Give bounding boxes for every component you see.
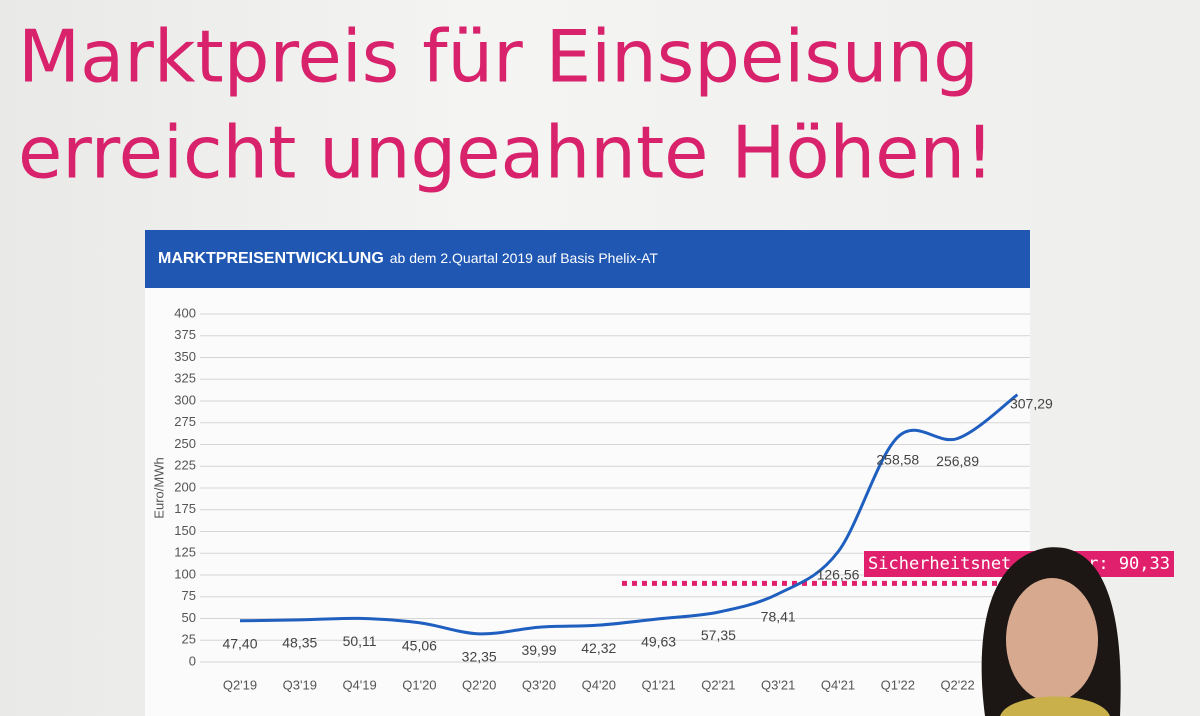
y-tick-label: 100	[174, 566, 196, 581]
data-label: 48,35	[282, 635, 317, 651]
title-line: erreicht ungeahnte Höhen!	[18, 111, 994, 195]
data-label: 39,99	[521, 642, 556, 658]
x-tick-label: Q3'20	[522, 677, 556, 692]
y-tick-label: 250	[174, 436, 196, 451]
y-tick-label: 325	[174, 371, 196, 386]
data-label: 126,56	[817, 567, 860, 583]
y-tick-label: 50	[182, 610, 196, 625]
y-tick-label: 275	[174, 414, 196, 429]
y-tick-label: 375	[174, 327, 196, 342]
plot: 0 25 50 75 100 125 150 175 200 225 250 275 300 325 350…	[174, 305, 1053, 692]
y-tick-label: 25	[182, 632, 196, 647]
y-tick-label: 400	[174, 305, 196, 320]
chart-header	[145, 230, 1030, 288]
data-label: 47,40	[222, 635, 257, 651]
y-tick-label: 200	[174, 479, 196, 494]
presenter-face	[1006, 578, 1098, 702]
y-tick-label: 175	[174, 501, 196, 516]
x-tick-label: Q1'20	[402, 677, 436, 692]
x-tick-label: Q2'19	[223, 677, 257, 692]
data-label: 50,11	[343, 633, 377, 649]
x-tick-label: Q3'19	[283, 677, 317, 692]
x-tick-label: Q4'19	[342, 677, 376, 692]
presenter-top	[1000, 696, 1110, 716]
data-label: 32,35	[462, 649, 497, 665]
x-tick-label: Q4'21	[821, 677, 855, 692]
y-tick-label: 150	[174, 523, 196, 538]
chart-header-text: MARKTPREISENTWICKLUNG ab dem 2.Quartal 20…	[158, 250, 658, 268]
y-tick-label: 225	[174, 458, 196, 473]
x-tick-label: Q2'20	[462, 677, 496, 692]
header-bold: MARKTPREISENTWICKLUNG	[158, 250, 384, 267]
threshold-label: er: 90,33	[1078, 554, 1170, 574]
x-tick-label: Q4'20	[582, 677, 616, 692]
y-tick-label: 0	[189, 653, 196, 668]
y-tick-label: 125	[174, 545, 196, 560]
x-tick-label: Q2'22	[940, 677, 974, 692]
x-tick-label: Q1'21	[641, 677, 675, 692]
data-label: 258,58	[876, 452, 919, 468]
x-tick-label: Q1'22	[881, 677, 915, 692]
x-tick-label: Q2'21	[701, 677, 735, 692]
data-label: 57,35	[701, 627, 736, 643]
data-label: 42,32	[581, 640, 616, 656]
threshold-label: Sicherheitsnet	[868, 554, 1011, 574]
data-label: 45,06	[402, 638, 437, 654]
overlay: Sicherheitsnet er: 90,33	[864, 547, 1174, 716]
header-rest: ab dem 2.Quartal 2019 auf Basis Phelix-A…	[390, 250, 659, 266]
title-line: Marktpreis für Einspeisung	[18, 15, 979, 99]
x-tick-label: Q3'21	[761, 677, 795, 692]
chart-panel	[145, 288, 1030, 716]
y-tick-label: 350	[174, 349, 196, 364]
y-axis-label: Euro/MWh	[151, 457, 166, 518]
data-label: 49,63	[641, 634, 676, 650]
data-line	[239, 393, 1019, 636]
data-label: 307,29	[1010, 395, 1053, 411]
data-label: 78,41	[761, 608, 796, 624]
data-label: 256,89	[936, 453, 979, 469]
y-tick-label: 300	[174, 392, 196, 407]
y-tick-label: 75	[182, 588, 196, 603]
